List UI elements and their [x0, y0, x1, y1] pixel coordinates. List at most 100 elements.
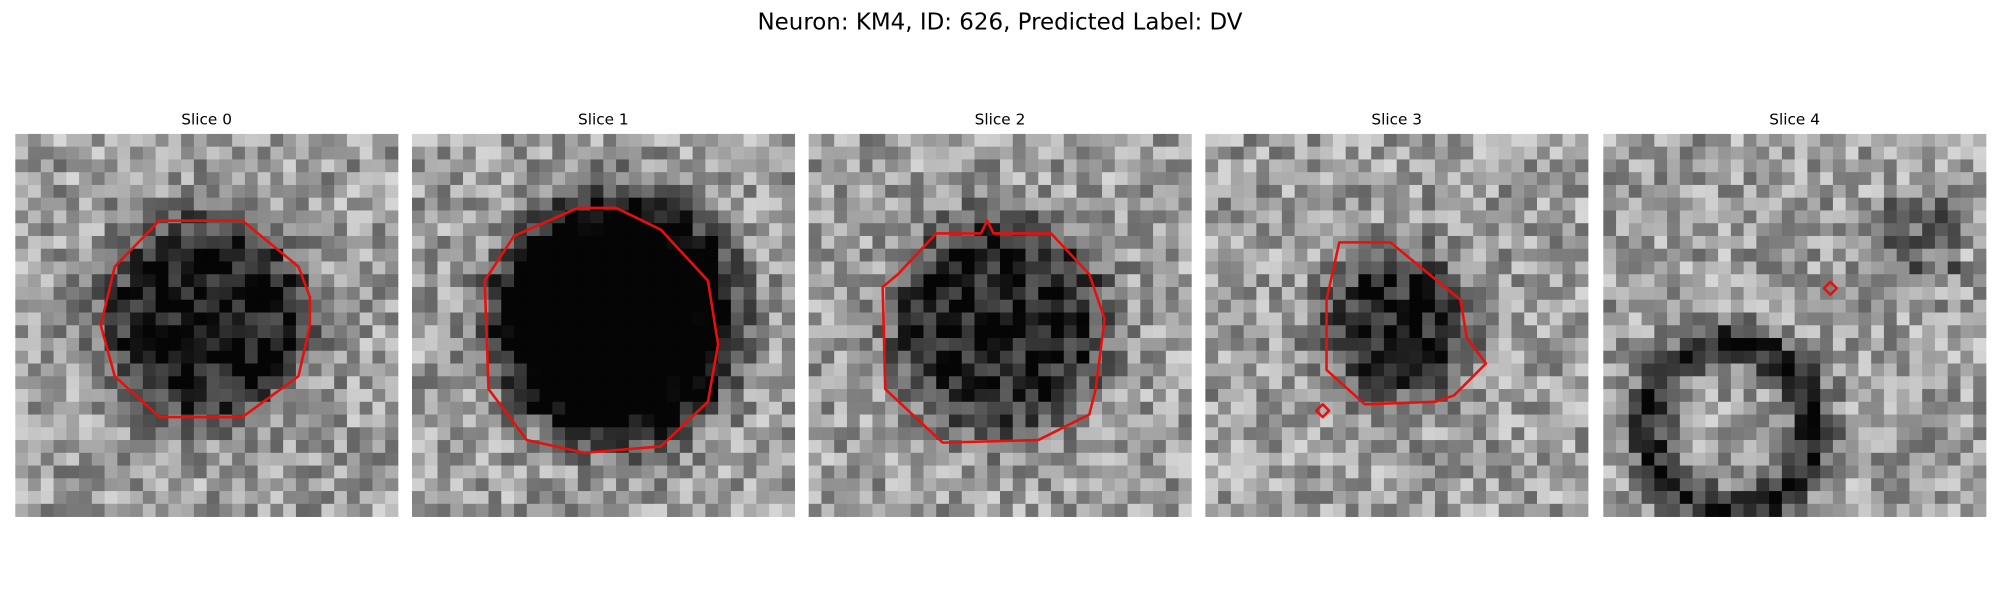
pixel	[244, 210, 259, 224]
pixel	[654, 286, 668, 301]
pixel	[372, 235, 386, 250]
pixel	[1743, 401, 1757, 415]
pixel	[28, 350, 42, 364]
pixel	[1383, 286, 1398, 301]
pixel	[359, 210, 373, 224]
pixel	[718, 286, 732, 301]
pixel	[117, 184, 131, 199]
pixel	[1076, 286, 1090, 301]
pixel	[743, 210, 757, 224]
pixel	[603, 376, 617, 390]
pixel	[1396, 389, 1410, 403]
pixel	[1447, 261, 1461, 275]
pixel	[1667, 389, 1681, 403]
pixel	[526, 503, 540, 517]
pixel	[53, 223, 67, 237]
pixel	[1934, 210, 1949, 224]
pixel	[1320, 197, 1334, 211]
pixel	[475, 159, 489, 173]
pixel	[590, 414, 604, 428]
pixel	[424, 248, 438, 262]
pixel	[923, 440, 937, 454]
pixel	[1549, 223, 1563, 237]
pixel	[936, 133, 950, 148]
pixel	[1345, 478, 1359, 492]
pixel	[1536, 133, 1551, 148]
pixel	[450, 338, 464, 352]
pixel	[1871, 414, 1885, 428]
pixel	[923, 159, 937, 173]
pixel	[821, 440, 835, 454]
pixel	[1076, 299, 1090, 313]
pixel	[1320, 235, 1334, 250]
pixel	[859, 452, 873, 466]
pixel	[859, 465, 873, 479]
pixel	[1832, 363, 1847, 377]
pixel	[1934, 197, 1949, 211]
pixel	[1485, 223, 1500, 237]
pixel	[1524, 325, 1538, 339]
pixel	[295, 465, 310, 479]
pixel	[308, 491, 322, 505]
pixel	[948, 274, 963, 288]
pixel	[769, 172, 783, 186]
pixel	[219, 274, 233, 288]
pixel	[142, 325, 156, 339]
pixel	[1922, 338, 1936, 352]
pixel	[1434, 363, 1449, 377]
pixel	[475, 210, 489, 224]
pixel	[590, 427, 604, 441]
pixel	[117, 235, 131, 250]
pixel	[1832, 491, 1847, 505]
pixel	[66, 401, 80, 415]
pixel	[501, 159, 515, 173]
pixel	[206, 350, 220, 364]
pixel	[834, 312, 848, 326]
pixel	[628, 478, 642, 492]
pixel	[1628, 261, 1642, 275]
pixel	[603, 389, 617, 403]
pixel	[1473, 197, 1487, 211]
pixel	[679, 363, 693, 377]
pixel	[193, 363, 208, 377]
pixel	[1705, 286, 1719, 301]
pixel	[1178, 363, 1192, 377]
pixel	[1960, 350, 1974, 364]
pixel	[1114, 325, 1128, 339]
pixel	[295, 184, 310, 199]
pixel	[641, 363, 655, 377]
pixel	[1025, 376, 1039, 390]
pixel	[718, 184, 732, 199]
pixel	[821, 338, 835, 352]
pixel	[28, 338, 42, 352]
pixel	[1089, 261, 1103, 275]
pixel	[769, 146, 783, 160]
pixel	[756, 325, 770, 339]
pixel	[1807, 223, 1821, 237]
pixel	[346, 210, 361, 224]
pixel	[1422, 325, 1436, 339]
pixel	[1243, 248, 1257, 262]
pixel	[1434, 133, 1449, 148]
pixel	[206, 452, 220, 466]
pixel	[961, 503, 975, 517]
pixel	[1127, 465, 1141, 479]
pixel	[1089, 210, 1103, 224]
pixel	[1692, 503, 1706, 517]
pixel	[628, 414, 642, 428]
pixel	[1616, 376, 1630, 390]
pixel	[526, 363, 540, 377]
pixel	[1153, 223, 1167, 237]
pixel	[372, 389, 386, 403]
pixel	[565, 146, 579, 160]
pixel	[1730, 452, 1745, 466]
pixel	[1730, 389, 1745, 403]
pixel	[526, 452, 540, 466]
pixel	[923, 376, 937, 390]
pixel	[948, 312, 963, 326]
pixel	[91, 503, 105, 517]
pixel	[334, 286, 348, 301]
pixel	[1616, 440, 1630, 454]
pixel	[1883, 350, 1898, 364]
pixel	[910, 503, 924, 517]
